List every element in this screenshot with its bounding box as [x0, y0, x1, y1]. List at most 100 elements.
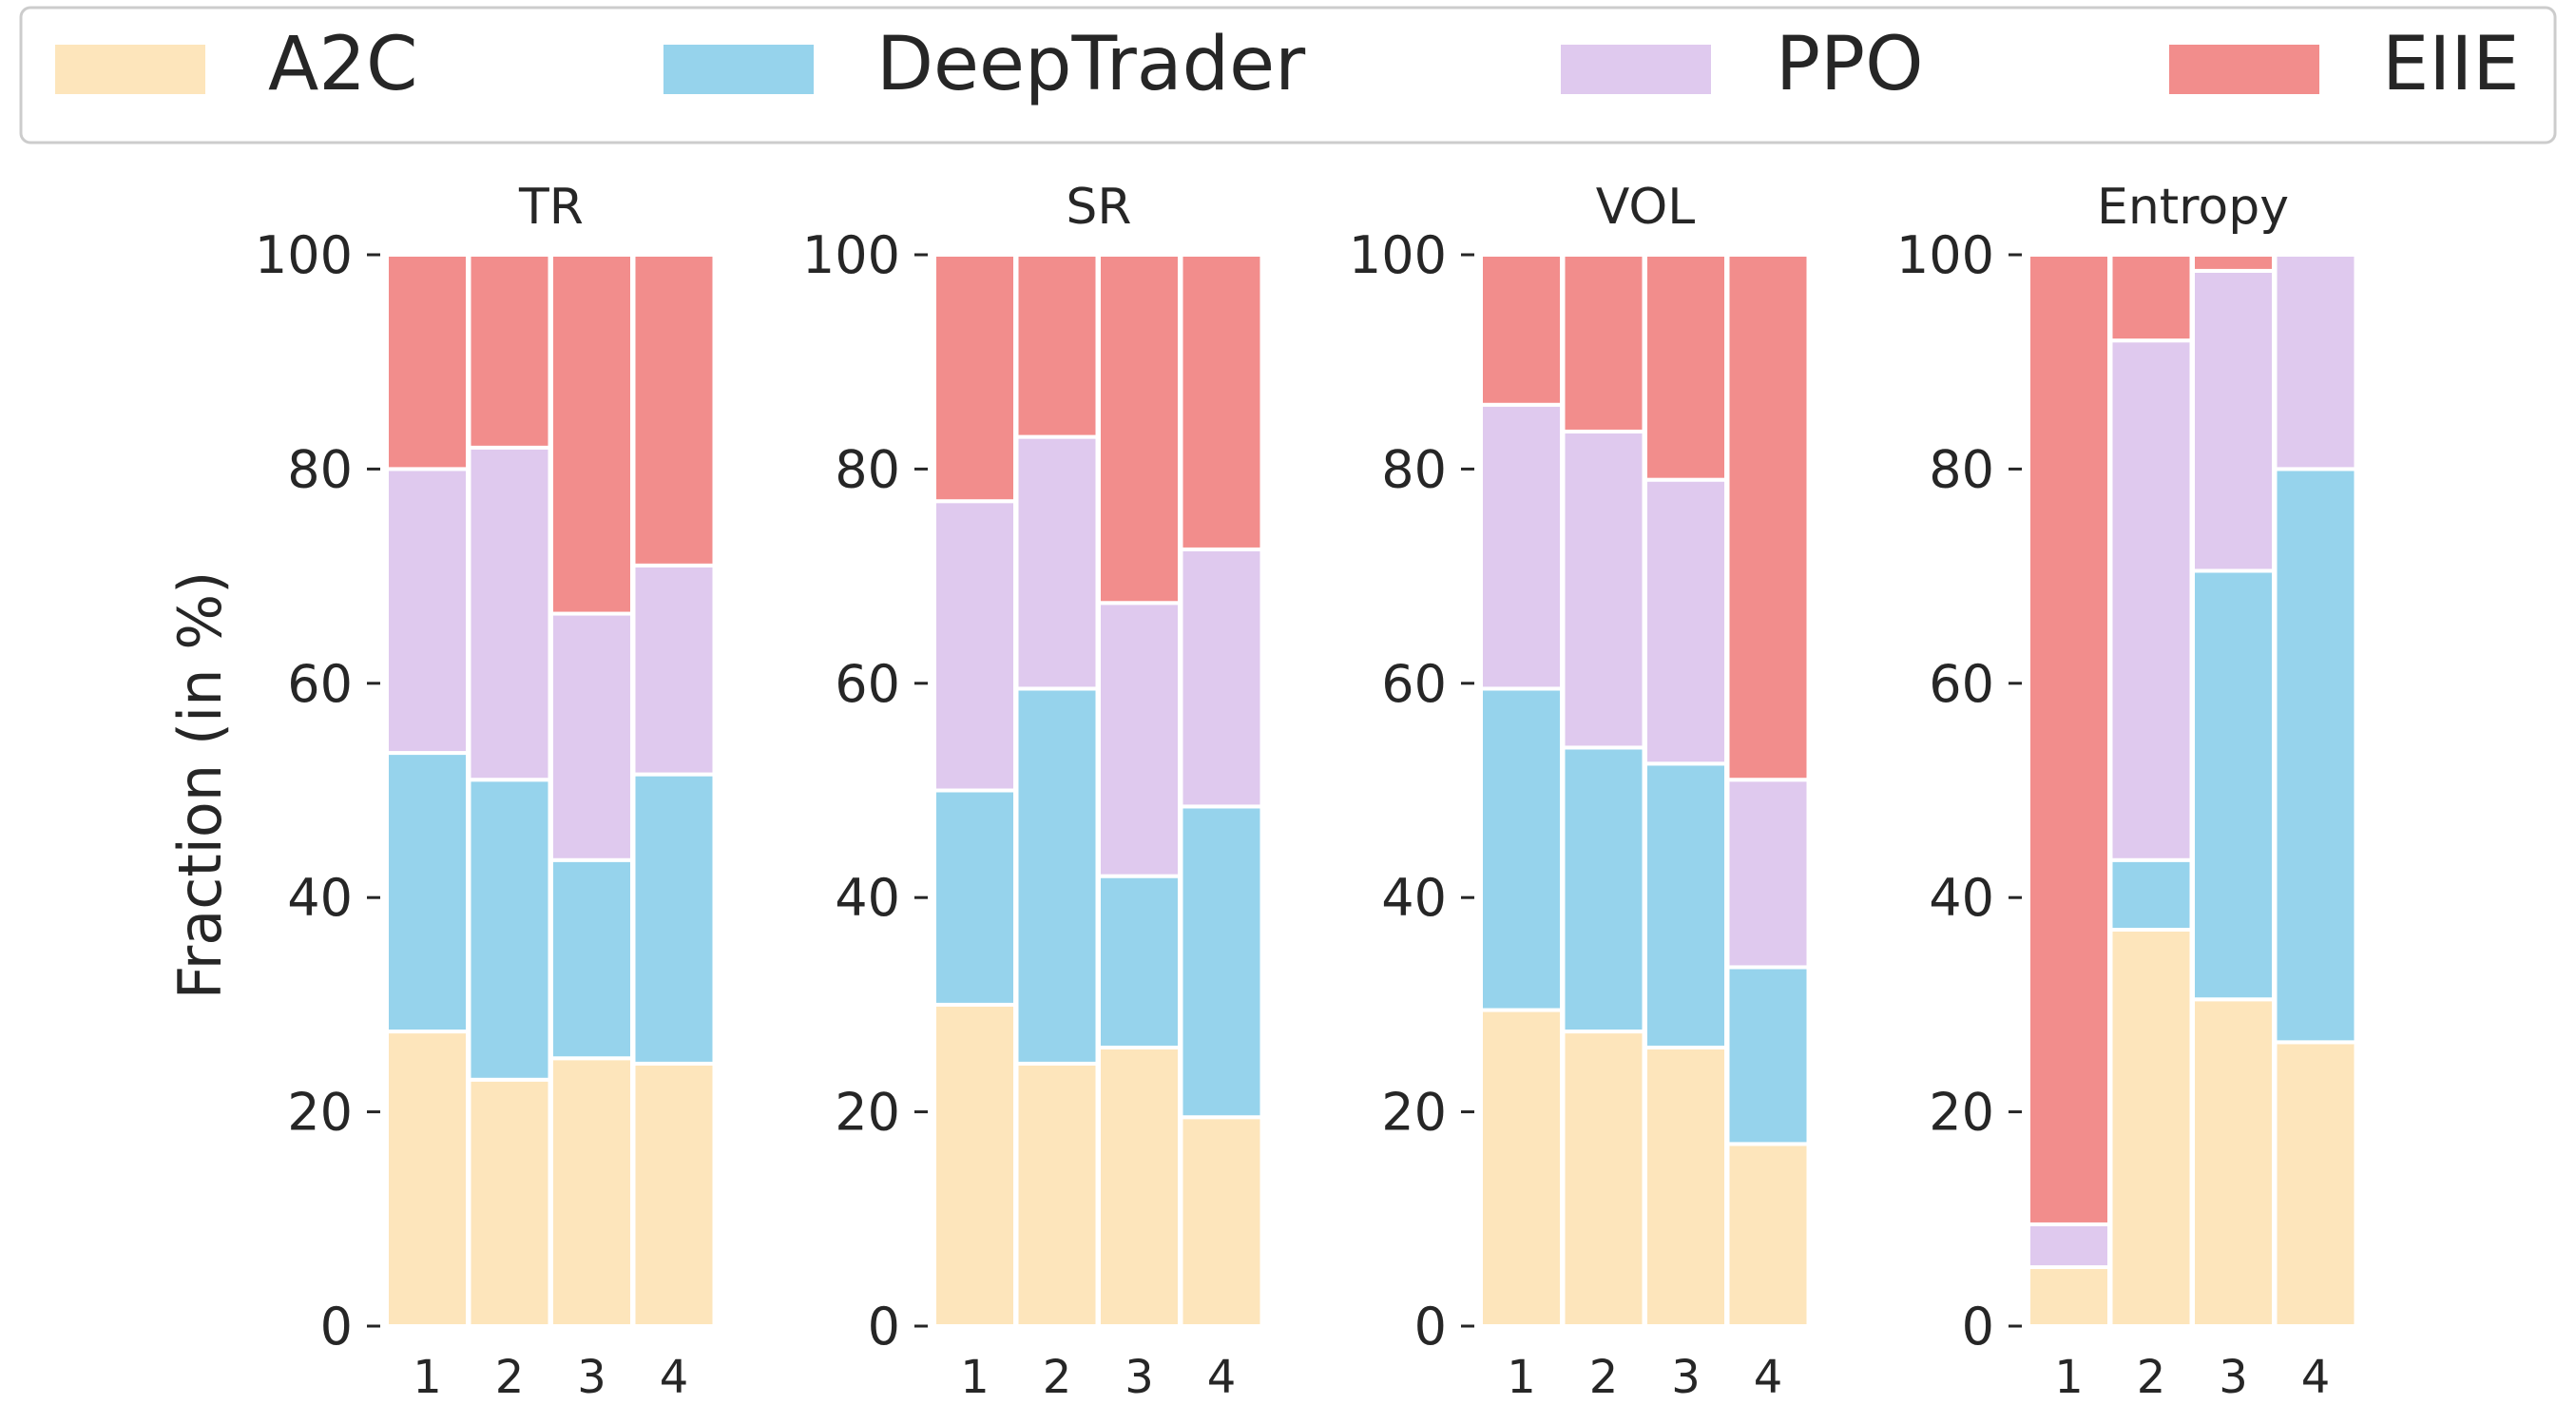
bar-segment-eiie: [467, 253, 552, 450]
bar-segment-a2c: [1014, 1061, 1100, 1328]
x-tick-label: 1: [413, 1351, 442, 1404]
bar-segment-deeptrader: [1179, 804, 1264, 1120]
bar-segment-ppo: [2273, 253, 2358, 472]
y-tick-label: 40: [287, 868, 353, 928]
bar-segment-a2c: [1644, 1045, 1728, 1328]
panel-vol: VOL 0 20 40 60 80 100 1 2 3 4: [1349, 179, 1811, 1404]
x-tick-label: 4: [660, 1351, 689, 1404]
bar-segment-ppo: [1179, 547, 1264, 809]
bar-segment-a2c: [2273, 1040, 2358, 1328]
legend-frame: [19, 6, 2557, 144]
panel-title: Entropy: [2097, 179, 2289, 236]
bar-segment-eiie: [631, 253, 717, 568]
bar-segment-a2c: [1725, 1142, 1811, 1329]
y-tick-label: 0: [320, 1297, 353, 1357]
bar-segment-a2c: [932, 1002, 1017, 1329]
bar-segment-deeptrader: [1097, 874, 1182, 1049]
bar-segment-a2c: [467, 1077, 552, 1329]
y-tick-label: 80: [1381, 439, 1447, 499]
bar-segment-ppo: [631, 563, 717, 777]
y-tick-label: 80: [835, 439, 900, 499]
bar-segment-eiie: [2191, 253, 2276, 273]
panel-title: SR: [1066, 179, 1131, 236]
y-tick-label: 40: [835, 868, 900, 928]
bar-segment-ppo: [1725, 778, 1811, 970]
y-tick-label: 20: [835, 1083, 900, 1143]
bar-segment-a2c: [1479, 1008, 1564, 1329]
bar-segment-deeptrader: [1479, 686, 1564, 1012]
bar-segment-a2c: [549, 1056, 634, 1328]
bar-segment-a2c: [2027, 1265, 2111, 1329]
legend-label-ppo: PPO: [1776, 22, 1923, 107]
bar-segment-a2c: [385, 1030, 470, 1328]
legend-label-deeptrader: DeepTrader: [876, 22, 1306, 107]
legend-swatch-eiie: [2169, 45, 2319, 94]
bar-segment-deeptrader: [1014, 686, 1100, 1066]
bar-segment-eiie: [1479, 253, 1564, 407]
panel-tr: TR 0 20 40 60 80 100 1 2 3 4: [255, 179, 717, 1404]
bar-segment-deeptrader: [549, 857, 634, 1061]
legend: A2C DeepTrader PPO EIIE: [19, 6, 2557, 144]
bar-segment-ppo: [1097, 601, 1182, 878]
bar-segment-eiie: [1644, 253, 1728, 482]
y-tick-label: 60: [1381, 654, 1447, 714]
y-tick-label: 100: [1349, 225, 1447, 285]
bar-segment-ppo: [467, 445, 552, 782]
legend-swatch-deeptrader: [663, 45, 814, 94]
x-tick-label: 4: [1754, 1351, 1783, 1404]
bar-segment-a2c: [2191, 997, 2276, 1328]
bar-segment-eiie: [1097, 253, 1182, 606]
panel-title: TR: [518, 179, 584, 236]
bar-segment-a2c: [631, 1061, 717, 1328]
panel-sr: SR 0 20 40 60 80 100 1 2 3 4: [802, 179, 1264, 1404]
legend-swatch-ppo: [1561, 45, 1711, 94]
y-tick-label: 20: [287, 1083, 353, 1143]
legend-label-a2c: A2C: [268, 22, 417, 107]
y-tick-label: 0: [1414, 1297, 1447, 1357]
y-tick-label: 100: [255, 225, 353, 285]
bar-segment-ppo: [2191, 268, 2276, 573]
bar-segment-eiie: [932, 253, 1017, 504]
bar-segment-eiie: [2108, 253, 2194, 343]
bar-segment-a2c: [2108, 928, 2194, 1328]
legend-label-eiie: EIIE: [2382, 22, 2520, 107]
bar-segment-ppo: [2108, 338, 2194, 862]
panel-entropy: Entropy 0 20 40 60 80 100 1 2 3 4: [1896, 179, 2358, 1404]
bar-segment-ppo: [1561, 429, 1646, 750]
bar-segment-eiie: [2027, 253, 2111, 1226]
bar-segment-ppo: [1479, 402, 1564, 691]
bar-segment-deeptrader: [1644, 761, 1728, 1049]
x-tick-label: 1: [1507, 1351, 1536, 1404]
y-tick-label: 20: [1929, 1083, 1994, 1143]
bar-segment-eiie: [1725, 253, 1811, 782]
x-tick-label: 2: [495, 1351, 525, 1404]
x-tick-label: 2: [2137, 1351, 2166, 1404]
bar-segment-a2c: [1179, 1115, 1264, 1328]
bar-segment-eiie: [1179, 253, 1264, 551]
y-tick-label: 40: [1929, 868, 1994, 928]
x-tick-label: 3: [1125, 1351, 1154, 1404]
bar-segment-deeptrader: [631, 772, 717, 1066]
y-tick-label: 60: [287, 654, 353, 714]
x-tick-label: 1: [2054, 1351, 2084, 1404]
x-tick-label: 2: [1589, 1351, 1619, 1404]
x-tick-label: 2: [1043, 1351, 1072, 1404]
x-tick-label: 4: [2301, 1351, 2331, 1404]
bar-segment-eiie: [385, 253, 470, 472]
bar-segment-ppo: [1014, 434, 1100, 691]
x-tick-label: 4: [1207, 1351, 1237, 1404]
bar-segment-a2c: [1561, 1030, 1646, 1328]
y-tick-label: 80: [1929, 439, 1994, 499]
y-tick-label: 80: [287, 439, 353, 499]
x-tick-label: 3: [1671, 1351, 1701, 1404]
bar-segment-deeptrader: [2191, 568, 2276, 1002]
legend-swatch-a2c: [55, 45, 205, 94]
y-tick-label: 100: [802, 225, 900, 285]
panel-title: VOL: [1596, 179, 1696, 236]
bar-segment-deeptrader: [2108, 857, 2194, 933]
y-axis-label: Fraction (in %): [165, 571, 235, 1000]
bar-segment-ppo: [932, 499, 1017, 793]
y-tick-label: 100: [1896, 225, 1994, 285]
